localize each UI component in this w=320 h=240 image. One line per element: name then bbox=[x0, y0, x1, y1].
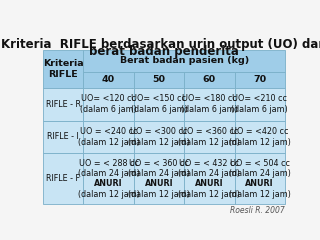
Text: Berat badan pasien (kg): Berat badan pasien (kg) bbox=[120, 56, 249, 65]
Text: (dalam 6 jam): (dalam 6 jam) bbox=[80, 105, 137, 114]
Text: UO = <360 cc: UO = <360 cc bbox=[181, 127, 238, 136]
Text: ANURI: ANURI bbox=[94, 179, 123, 188]
Bar bbox=[235, 88, 285, 120]
Bar bbox=[134, 88, 184, 120]
Text: 50: 50 bbox=[152, 75, 165, 84]
Text: RIFLE - I: RIFLE - I bbox=[47, 132, 79, 141]
Text: UO = < 360 cc: UO = < 360 cc bbox=[129, 159, 189, 168]
Bar bbox=[235, 153, 285, 204]
Bar bbox=[43, 50, 84, 88]
Text: UO = <420 cc: UO = <420 cc bbox=[231, 127, 288, 136]
Bar bbox=[84, 153, 134, 204]
Text: UO = <240 cc: UO = <240 cc bbox=[80, 127, 137, 136]
Text: berat badan penderita: berat badan penderita bbox=[89, 45, 239, 58]
Text: (dalam 12 jam): (dalam 12 jam) bbox=[229, 190, 291, 199]
Text: (dalam 6 jam): (dalam 6 jam) bbox=[231, 105, 288, 114]
Text: UO= <120 cc: UO= <120 cc bbox=[81, 94, 136, 103]
Bar bbox=[43, 153, 84, 204]
Text: (dalam 12 jam): (dalam 12 jam) bbox=[179, 138, 240, 147]
Bar bbox=[43, 120, 84, 153]
Text: UO = <300 cc: UO = <300 cc bbox=[130, 127, 188, 136]
Text: Roesli R. 2007: Roesli R. 2007 bbox=[230, 206, 285, 215]
Bar bbox=[134, 72, 184, 88]
Text: Kriteria  RIFLE berdasarkan urin output (UO) dan: Kriteria RIFLE berdasarkan urin output (… bbox=[1, 38, 320, 51]
Text: Kriteria
RIFLE: Kriteria RIFLE bbox=[43, 59, 84, 79]
Bar bbox=[84, 88, 134, 120]
Text: (dalam 24 jam): (dalam 24 jam) bbox=[78, 169, 140, 178]
Bar bbox=[43, 88, 84, 120]
Bar bbox=[84, 120, 134, 153]
Text: (dalam 24 jam): (dalam 24 jam) bbox=[229, 169, 291, 178]
Text: RIFLE - R: RIFLE - R bbox=[46, 100, 81, 109]
Bar bbox=[84, 50, 285, 72]
Text: UO = < 504 cc: UO = < 504 cc bbox=[230, 159, 290, 168]
Text: (dalam 6 jam): (dalam 6 jam) bbox=[181, 105, 238, 114]
Text: (dalam 12 jam): (dalam 12 jam) bbox=[78, 138, 140, 147]
Bar bbox=[184, 120, 235, 153]
Text: (dalam 24 jam): (dalam 24 jam) bbox=[128, 169, 190, 178]
Text: (dalam 6 jam): (dalam 6 jam) bbox=[131, 105, 187, 114]
Text: ANURI: ANURI bbox=[145, 179, 173, 188]
Text: UO = < 288 cc: UO = < 288 cc bbox=[79, 159, 139, 168]
Text: 60: 60 bbox=[203, 75, 216, 84]
Bar bbox=[134, 153, 184, 204]
Bar bbox=[184, 72, 235, 88]
Text: (dalam 12 jam): (dalam 12 jam) bbox=[78, 190, 140, 199]
Text: (dalam 12 jam): (dalam 12 jam) bbox=[128, 138, 190, 147]
Bar bbox=[235, 120, 285, 153]
Text: ANURI: ANURI bbox=[195, 179, 224, 188]
Text: ANURI: ANURI bbox=[245, 179, 274, 188]
Text: 40: 40 bbox=[102, 75, 115, 84]
Text: (dalam 12 jam): (dalam 12 jam) bbox=[128, 190, 190, 199]
Text: UO= <210 cc: UO= <210 cc bbox=[232, 94, 287, 103]
Text: UO = < 432 cc: UO = < 432 cc bbox=[179, 159, 239, 168]
Text: (dalam 24 jam): (dalam 24 jam) bbox=[179, 169, 240, 178]
Bar bbox=[134, 120, 184, 153]
Text: (dalam 12 jam): (dalam 12 jam) bbox=[179, 190, 240, 199]
Bar bbox=[235, 72, 285, 88]
Text: UO= <180 cc: UO= <180 cc bbox=[182, 94, 237, 103]
Text: RIFLE - F: RIFLE - F bbox=[46, 174, 80, 183]
Text: UO= <150 cc: UO= <150 cc bbox=[132, 94, 187, 103]
Bar bbox=[184, 88, 235, 120]
Text: (dalam 12 jam): (dalam 12 jam) bbox=[229, 138, 291, 147]
Bar bbox=[184, 153, 235, 204]
Text: 70: 70 bbox=[253, 75, 266, 84]
Bar bbox=[84, 72, 134, 88]
